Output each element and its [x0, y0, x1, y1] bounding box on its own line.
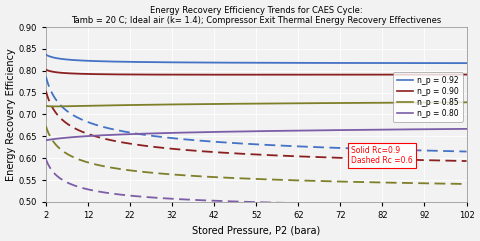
Title: Energy Recovery Efficiency Trends for CAES Cycle:
Tamb = 20 C; Ideal air (k= 1.4: Energy Recovery Efficiency Trends for CA… — [71, 6, 441, 25]
Text: Solid Rc=0.9
Dashed Rc =0.6: Solid Rc=0.9 Dashed Rc =0.6 — [351, 146, 413, 165]
X-axis label: Stored Pressure, P2 (bara): Stored Pressure, P2 (bara) — [192, 225, 320, 235]
Legend: n_p = 0.92, n_p = 0.90, n_p = 0.85, n_p = 0.80: n_p = 0.92, n_p = 0.90, n_p = 0.85, n_p … — [393, 72, 463, 122]
Y-axis label: Energy Recovery Efficiency: Energy Recovery Efficiency — [6, 48, 15, 181]
